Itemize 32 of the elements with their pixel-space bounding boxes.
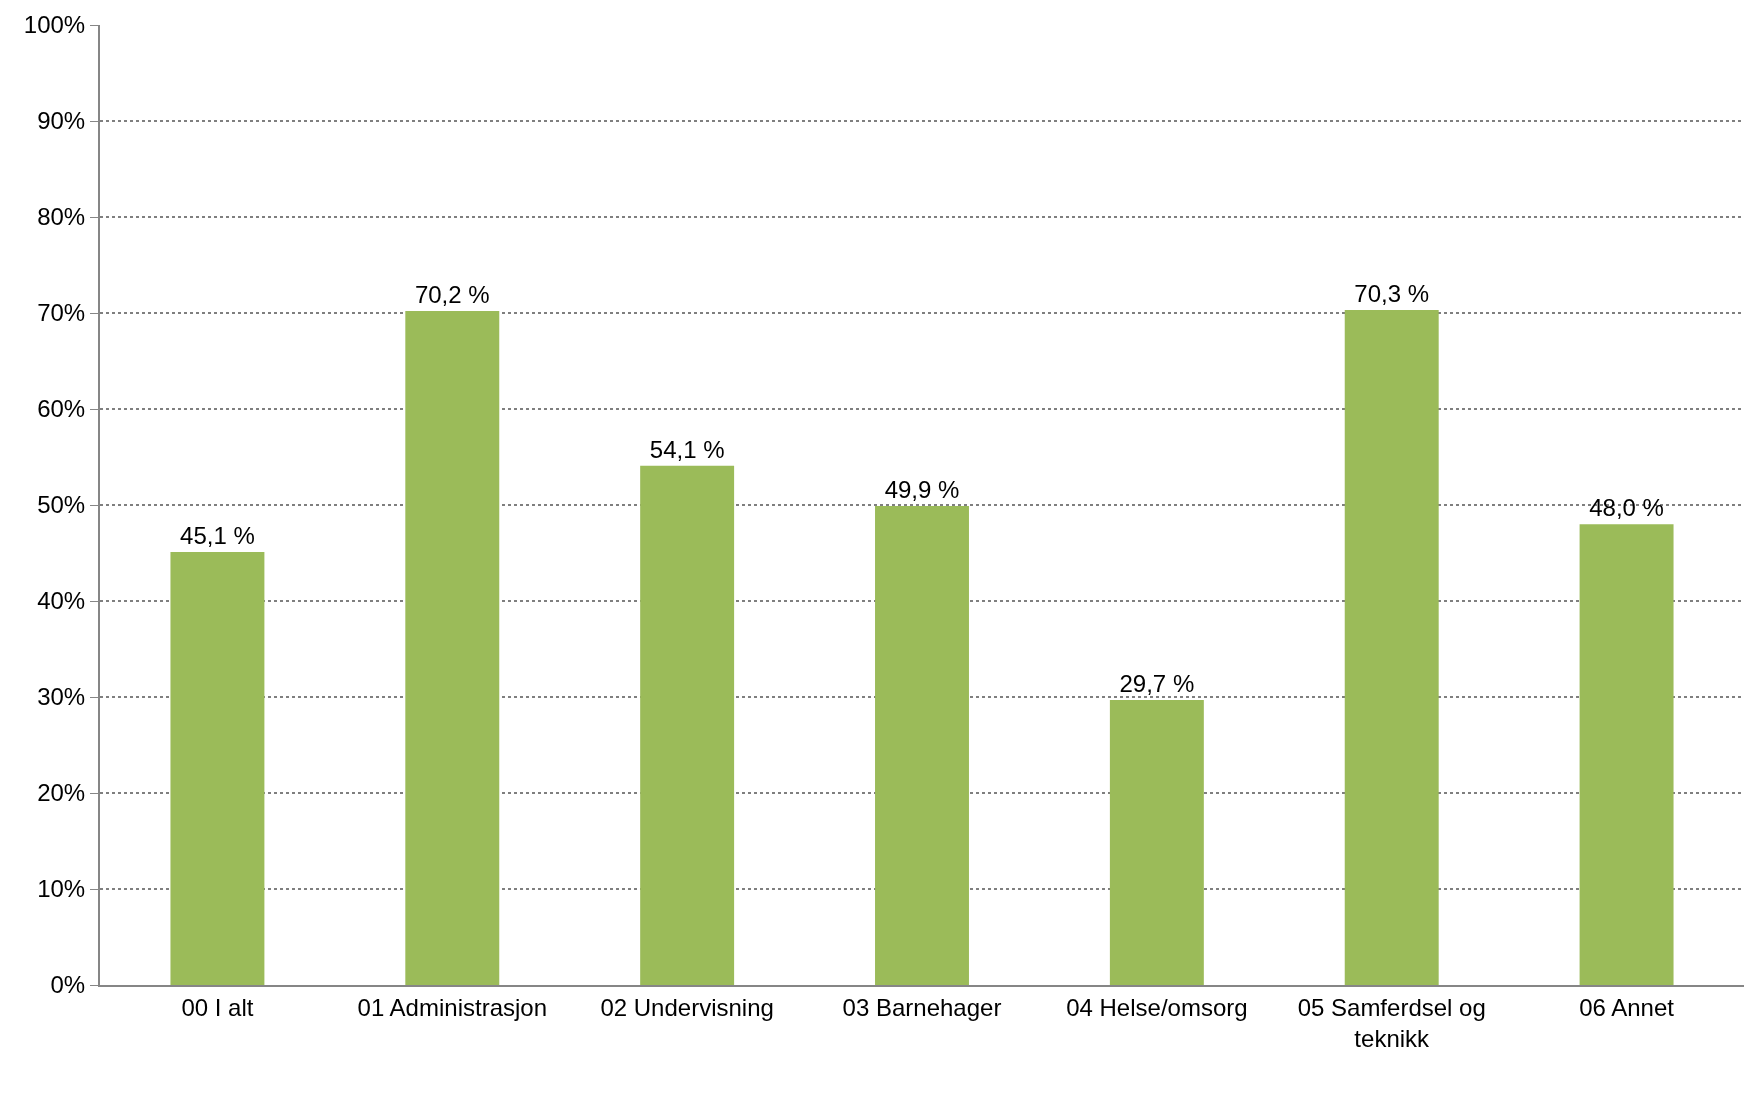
y-tick-label: 80%: [37, 203, 86, 231]
bar: [1344, 310, 1439, 985]
data-label: 70,3 %: [1354, 280, 1430, 308]
data-label: 48,0 %: [1589, 494, 1664, 522]
y-tick-label: 20%: [37, 779, 86, 807]
y-tick-label: 0%: [50, 971, 86, 999]
bar: [1579, 524, 1674, 985]
x-tick-label: 06 Annet: [1579, 993, 1675, 1021]
y-tick-label: 60%: [37, 395, 86, 423]
data-label: 54,1 %: [649, 435, 725, 463]
bar: [170, 552, 265, 985]
y-tick-label: 100%: [23, 11, 86, 39]
y-tick-label: 50%: [37, 491, 86, 519]
x-tick-label: 02 Undervisning: [600, 993, 774, 1021]
data-label: 49,9 %: [884, 475, 960, 503]
data-label: 70,2 %: [414, 281, 490, 309]
y-tick-label: 40%: [37, 587, 86, 615]
x-tick-label: 04 Helse/omsorg: [1066, 993, 1248, 1021]
data-label: 29,7 %: [1119, 669, 1195, 697]
x-tick-label: 00 I alt: [181, 993, 254, 1021]
x-tick-label: 03 Barnehager: [842, 993, 1002, 1021]
x-tick-label: 01 Administrasjon: [357, 993, 548, 1021]
bar: [640, 465, 735, 985]
bar: [1109, 699, 1204, 985]
data-label: 45,1 %: [180, 522, 255, 550]
y-tick-label: 90%: [37, 107, 86, 135]
y-tick-label: 70%: [37, 299, 86, 327]
y-tick-label: 10%: [37, 875, 86, 903]
bar: [875, 505, 969, 985]
bar: [405, 311, 500, 985]
y-tick-label: 30%: [37, 683, 86, 711]
x-tick-label: 05 Samferdsel og teknikk: [1297, 993, 1486, 1052]
